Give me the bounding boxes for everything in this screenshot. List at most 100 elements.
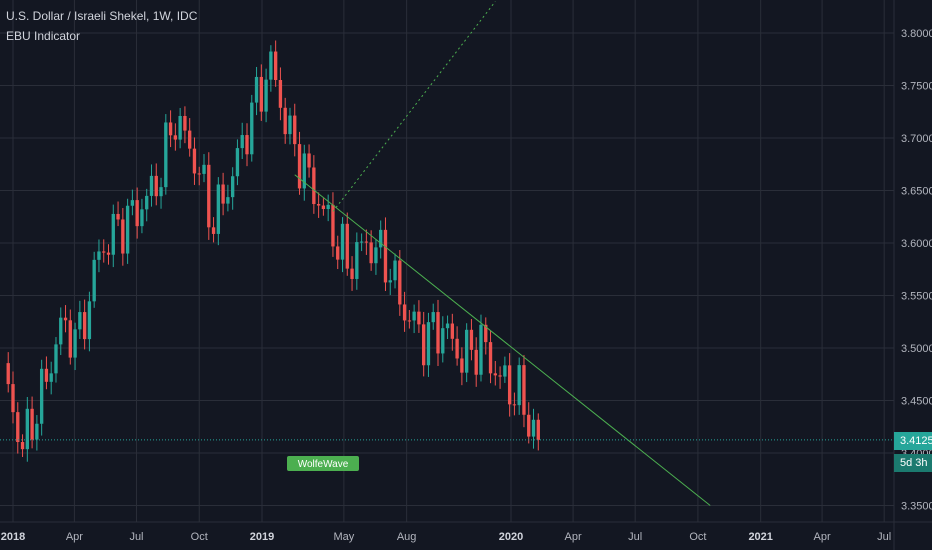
candle-body — [355, 242, 359, 279]
x-tick-label: Jul — [628, 531, 642, 543]
candle-body — [460, 358, 464, 373]
candle-body — [307, 153, 311, 168]
candle-body — [197, 173, 201, 175]
x-tick-label: Oct — [191, 531, 208, 543]
candle-body — [78, 312, 82, 330]
x-tick-label: Oct — [689, 531, 706, 543]
candle-body — [283, 107, 287, 135]
candle-body — [54, 344, 58, 374]
candle-body — [188, 130, 192, 149]
candle-body — [16, 412, 20, 443]
candle-body — [350, 268, 354, 279]
candle-body — [140, 209, 144, 227]
last-price-tag-bg — [894, 432, 932, 450]
candle-body — [254, 76, 259, 103]
candle-body — [125, 205, 130, 254]
candle-body — [402, 304, 407, 321]
candle-body — [149, 175, 154, 196]
y-tick-label: 3.5000 — [901, 343, 932, 355]
candle-body — [527, 414, 531, 437]
candle-body — [211, 227, 216, 234]
candle-body — [25, 408, 29, 450]
candle-body — [63, 317, 68, 321]
candle-body — [216, 184, 221, 234]
candle-body — [512, 404, 517, 406]
x-tick-label: Apr — [565, 531, 582, 543]
candle-body — [178, 115, 182, 140]
candle-body — [407, 320, 412, 322]
candle-body — [469, 329, 474, 350]
candle-body — [431, 312, 435, 323]
candle-body — [288, 115, 292, 135]
candle-body — [192, 148, 197, 174]
y-tick-label: 3.7500 — [901, 81, 932, 93]
x-tick-label: Apr — [814, 531, 831, 543]
x-tick-label: Jul — [877, 531, 891, 543]
candle-body — [393, 260, 397, 281]
candle-body — [312, 167, 316, 205]
candle-body — [164, 122, 168, 188]
candle-body — [493, 373, 497, 376]
x-tick-label: May — [333, 531, 354, 543]
candle-body — [455, 338, 459, 359]
candle-body — [379, 229, 383, 248]
candle-body — [273, 51, 278, 80]
candle-body — [359, 241, 364, 243]
candle-body — [417, 311, 421, 325]
candle-body — [106, 252, 111, 255]
candle-body — [445, 323, 450, 329]
candle-body — [374, 247, 378, 264]
dotted-trendline — [332, 1, 496, 212]
candle-body — [316, 204, 321, 206]
candle-body — [30, 408, 34, 440]
candle-body — [369, 242, 373, 264]
wolfe-wave-label-bg — [287, 456, 359, 471]
candle-body — [441, 328, 445, 354]
candle-body — [436, 312, 440, 354]
candle-body — [168, 122, 173, 136]
candle-body — [507, 365, 512, 405]
x-tick-label: 2019 — [250, 531, 274, 543]
last-price-tag: 3.4125 — [900, 435, 932, 447]
candle-body — [44, 368, 49, 382]
candle-body — [278, 79, 283, 108]
chart-title: U.S. Dollar / Israeli Shekel, 1W, IDC — [6, 9, 198, 23]
candle-body — [11, 384, 15, 413]
candle-body — [6, 363, 10, 385]
candle-body — [340, 223, 345, 260]
candle-body — [326, 204, 330, 210]
candle-body — [426, 322, 431, 366]
candle-body — [474, 349, 478, 375]
candle-body — [259, 76, 263, 112]
candle-body — [345, 223, 349, 269]
candle-body — [39, 368, 44, 424]
candle-body — [116, 213, 120, 220]
candle-body — [245, 135, 249, 155]
candle-body — [235, 148, 240, 177]
candle-body — [87, 301, 92, 340]
candle-body — [221, 184, 225, 204]
y-tick-label: 3.3500 — [901, 501, 932, 513]
candle-body — [145, 195, 149, 210]
indicator-label: EBU Indicator — [6, 29, 81, 43]
candle-body — [302, 153, 306, 189]
candle-body — [135, 200, 139, 227]
candle-body — [173, 135, 178, 140]
candle-body — [383, 229, 388, 283]
y-tick-label: 3.4500 — [901, 396, 932, 408]
candle-body — [488, 342, 493, 374]
candle-body — [297, 144, 302, 189]
candle-body — [202, 164, 206, 174]
candle-body — [264, 79, 268, 112]
candle-body — [412, 311, 416, 321]
candle-body — [450, 323, 455, 339]
candle-body — [35, 423, 39, 440]
bar-countdown-tag: 5d 3h — [900, 457, 928, 469]
x-tick-label: Jul — [129, 531, 143, 543]
candle-body — [20, 442, 25, 450]
candle-body — [59, 317, 63, 345]
candle-body — [82, 312, 87, 340]
candle-body — [207, 164, 211, 228]
candle-body — [464, 329, 469, 373]
